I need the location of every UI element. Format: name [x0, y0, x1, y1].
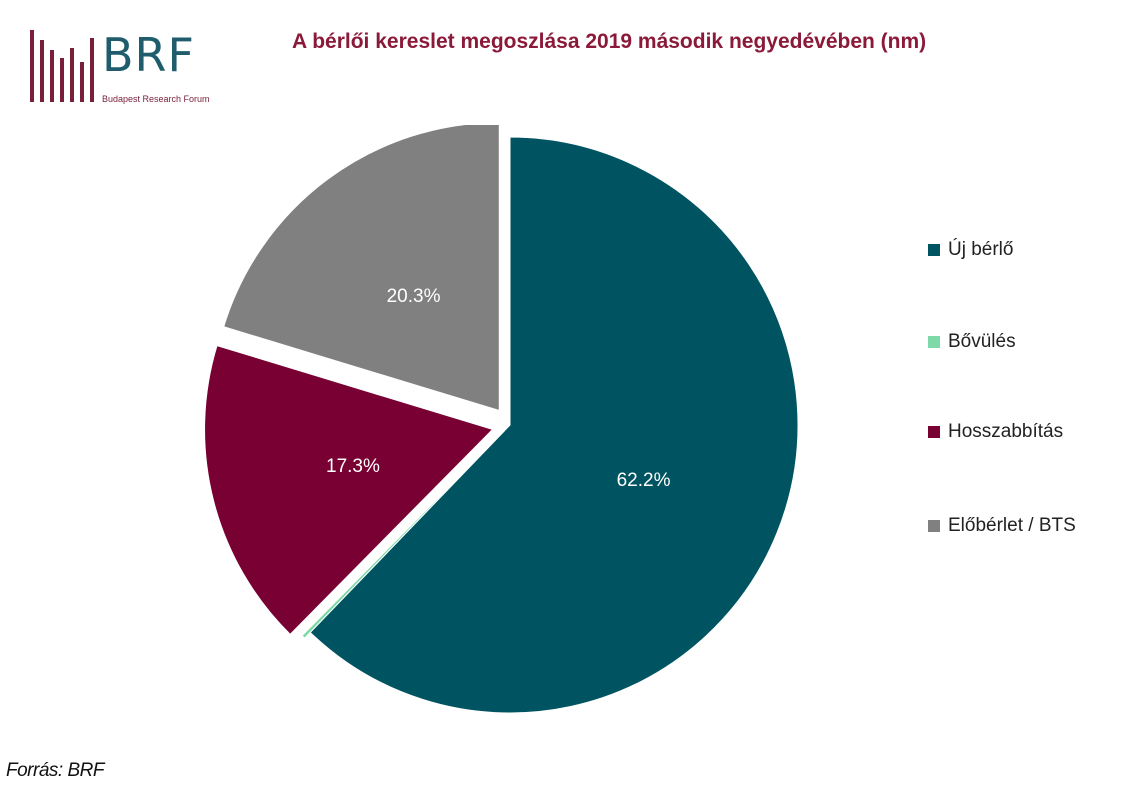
pie-slice-label: 62.2%	[617, 470, 671, 491]
pie-slice-label: 17.3%	[326, 456, 380, 477]
legend-swatch	[928, 336, 940, 348]
pie-slice-label: 20.3%	[387, 286, 441, 307]
legend-swatch	[928, 520, 940, 532]
chart-title: A bérlői kereslet megoszlása 2019 másodi…	[292, 30, 927, 53]
legend-label: Hosszabbítás	[948, 421, 1064, 442]
legend-swatch	[928, 426, 940, 438]
pie-slice-hosszabb-t-s	[204, 344, 494, 636]
pie-chart: 62.2% 17.3% 20.3%	[204, 125, 799, 714]
brf-logo: BRF Budapest Research Forum	[28, 28, 228, 110]
logo-bars-icon	[30, 30, 94, 102]
legend-item: Hosszabbítás	[928, 420, 1063, 444]
legend-item: Előbérlet / BTS	[928, 514, 1076, 538]
pie-slice-b-v-l-s	[301, 430, 505, 639]
legend-item: Bővülés	[928, 330, 1016, 354]
legend-swatch	[928, 244, 940, 256]
source-note: Forrás: BRF	[6, 760, 104, 781]
logo-text: BRF	[102, 28, 195, 82]
legend-item: Új bérlő	[928, 238, 1013, 262]
pie-slice-el-b-rlet-bts	[223, 125, 500, 412]
legend-label: Új bérlő	[948, 239, 1014, 260]
logo-subtitle: Budapest Research Forum	[102, 94, 210, 104]
legend-label: Előbérlet / BTS	[948, 515, 1076, 536]
pie-slice-j-b-rl	[309, 136, 799, 714]
legend-label: Bővülés	[948, 331, 1016, 352]
